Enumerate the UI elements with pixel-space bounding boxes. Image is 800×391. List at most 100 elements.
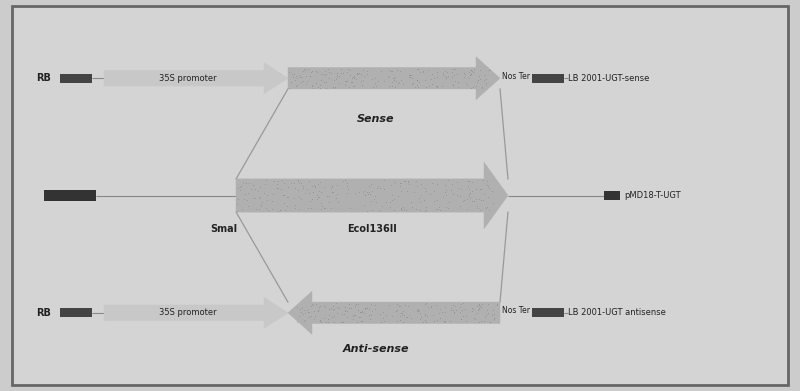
Point	[359, 192, 372, 199]
Point	[451, 185, 464, 192]
Point	[341, 78, 354, 84]
Point	[482, 194, 494, 201]
Point	[466, 188, 479, 194]
Point	[412, 195, 425, 201]
Point	[306, 196, 318, 203]
Point	[465, 66, 478, 73]
Point	[297, 68, 310, 74]
Point	[310, 80, 323, 86]
Point	[401, 178, 414, 185]
Point	[440, 187, 453, 193]
Point	[344, 66, 357, 73]
Point	[348, 73, 361, 79]
Point	[406, 75, 418, 81]
Point	[410, 308, 423, 314]
Point	[374, 67, 387, 74]
Point	[463, 190, 476, 196]
Point	[473, 196, 486, 203]
Point	[430, 74, 443, 81]
Point	[394, 317, 406, 323]
Point	[322, 312, 335, 318]
Bar	[44, 190, 96, 201]
Point	[235, 183, 248, 189]
Point	[326, 183, 338, 190]
Point	[479, 82, 492, 88]
Point	[436, 83, 449, 90]
Point	[330, 191, 343, 197]
Point	[267, 178, 280, 185]
Point	[386, 83, 398, 89]
Point	[333, 79, 346, 86]
Point	[345, 79, 358, 86]
Point	[338, 82, 351, 88]
Point	[488, 311, 501, 317]
Point	[386, 197, 398, 203]
Point	[457, 70, 470, 76]
Point	[377, 309, 390, 315]
Point	[391, 67, 404, 74]
Point	[341, 314, 354, 320]
Point	[318, 304, 331, 310]
Point	[304, 72, 317, 79]
Point	[317, 79, 330, 86]
Point	[314, 200, 327, 206]
Point	[362, 312, 375, 318]
Point	[288, 71, 301, 77]
Point	[343, 84, 356, 90]
Point	[310, 69, 323, 75]
Point	[429, 301, 442, 308]
Point	[358, 188, 370, 194]
Point	[467, 66, 480, 72]
Point	[327, 189, 340, 195]
Point	[318, 72, 331, 79]
Point	[320, 71, 333, 77]
Point	[424, 304, 437, 310]
Point	[358, 191, 371, 197]
Point	[459, 313, 472, 319]
Point	[366, 76, 378, 83]
Point	[418, 197, 430, 203]
Point	[394, 310, 407, 316]
Point	[404, 199, 417, 205]
Point	[306, 301, 318, 307]
Point	[462, 75, 475, 81]
Point	[312, 307, 325, 314]
Point	[409, 84, 422, 90]
Point	[366, 84, 379, 90]
Point	[314, 82, 326, 88]
Point	[456, 300, 469, 306]
Point	[369, 306, 382, 312]
Point	[240, 197, 253, 203]
Point	[314, 206, 327, 212]
Point	[395, 188, 408, 194]
Point	[392, 193, 405, 199]
Point	[414, 314, 427, 321]
Text: LB 2001-UGT-sense: LB 2001-UGT-sense	[568, 74, 650, 83]
Point	[452, 84, 465, 90]
Point	[349, 300, 362, 307]
Point	[475, 85, 488, 91]
Point	[414, 310, 426, 316]
Point	[314, 317, 326, 323]
Point	[447, 302, 460, 308]
Point	[422, 83, 435, 89]
Point	[302, 190, 315, 196]
Point	[465, 305, 478, 311]
Point	[242, 203, 254, 209]
Point	[322, 69, 335, 75]
Point	[338, 307, 351, 313]
Point	[442, 72, 454, 79]
Point	[361, 71, 374, 77]
Point	[454, 316, 467, 322]
Point	[486, 312, 498, 318]
Point	[370, 199, 382, 205]
Point	[430, 69, 443, 75]
Point	[336, 319, 349, 325]
Point	[294, 305, 306, 312]
Point	[356, 309, 369, 316]
Point	[301, 78, 314, 84]
Point	[308, 316, 321, 322]
Point	[355, 317, 368, 324]
Point	[446, 74, 458, 81]
Point	[369, 302, 382, 308]
